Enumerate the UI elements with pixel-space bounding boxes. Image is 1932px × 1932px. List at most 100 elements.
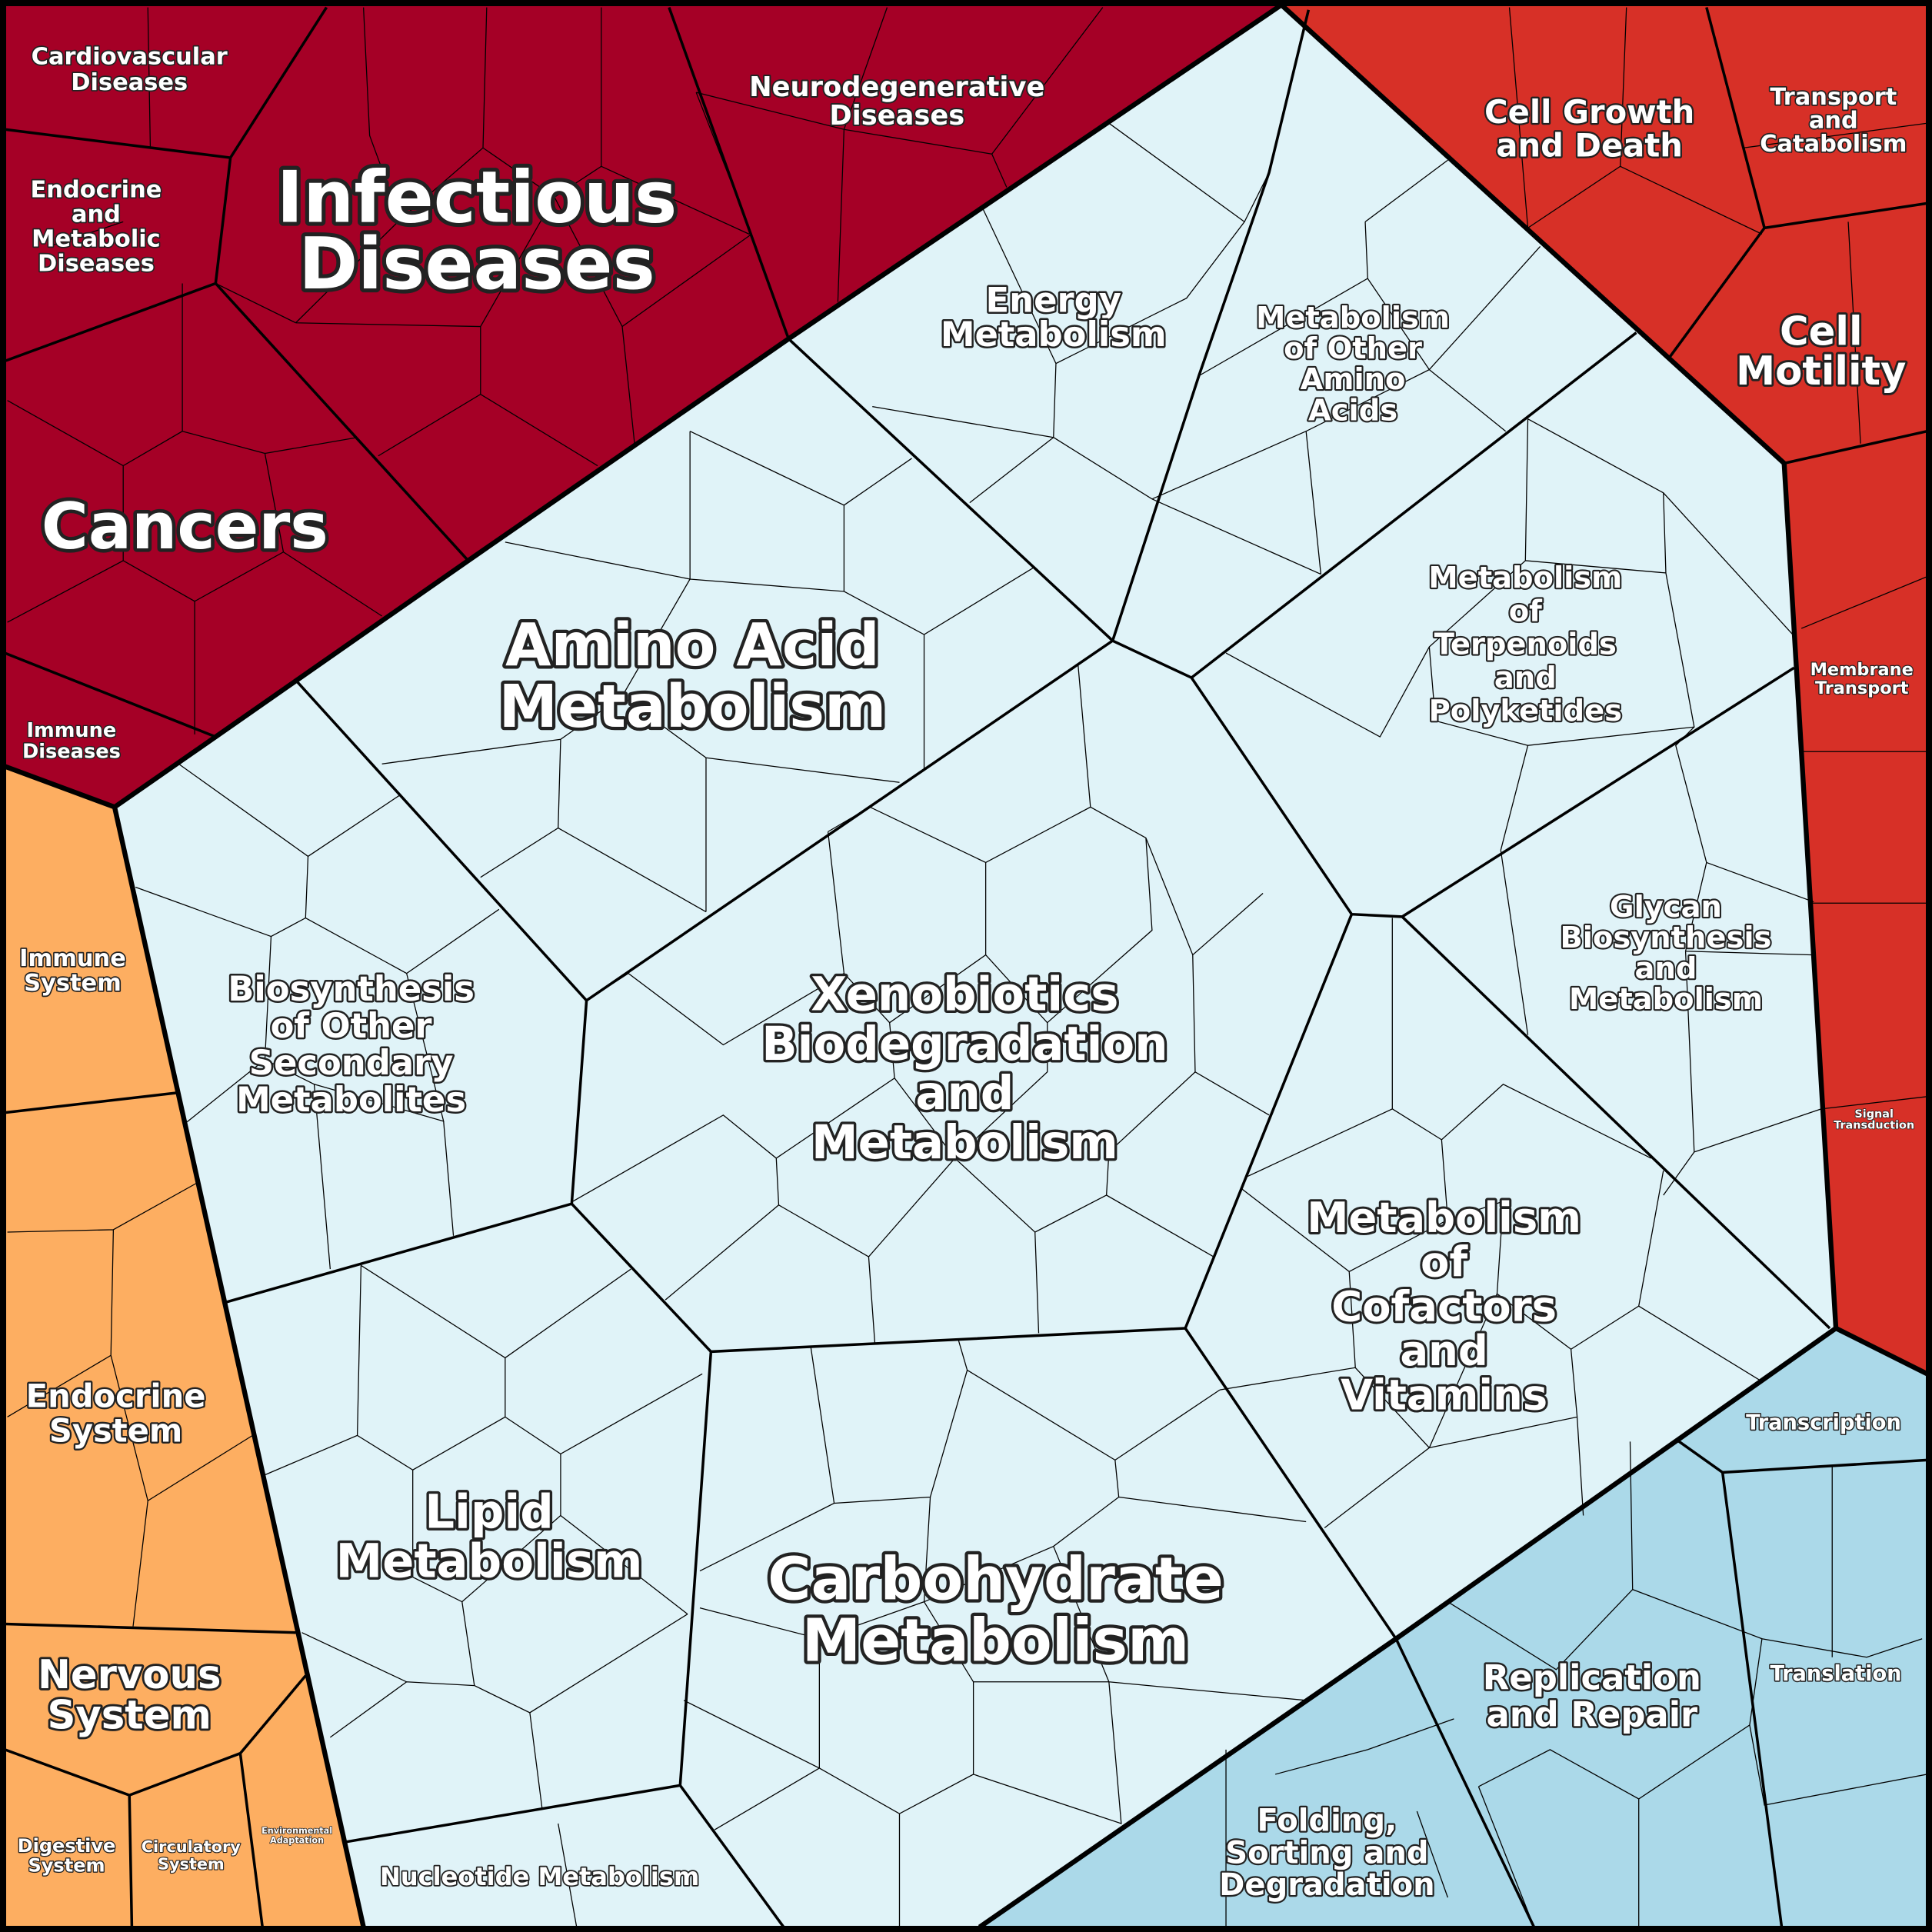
label-line: and bbox=[1494, 661, 1557, 695]
label-line: Sorting and bbox=[1225, 1835, 1428, 1870]
label-line: Degradation bbox=[1219, 1867, 1434, 1903]
label-membrane: Membrane Transport bbox=[1810, 660, 1914, 698]
label-line: Circulatory bbox=[142, 1837, 242, 1856]
region-borders bbox=[4, 6, 1927, 1928]
region-metabolism[interactable] bbox=[114, 5, 1837, 1927]
label-line: Metabolism bbox=[1428, 561, 1622, 595]
label-line: Transcription bbox=[1746, 1411, 1901, 1434]
label-line: Environmental bbox=[261, 1826, 332, 1836]
label-line: Biosynthesis bbox=[228, 968, 475, 1009]
label-line: Diseases bbox=[298, 222, 655, 305]
label-replication: Replication and Repair bbox=[1483, 1657, 1701, 1734]
label-line: Terpenoids bbox=[1434, 628, 1617, 662]
label-line: Xenobiotics bbox=[811, 968, 1118, 1022]
label-line: and bbox=[915, 1066, 1014, 1121]
label-transport: Transport and Catabolism bbox=[1760, 84, 1907, 158]
label-signal: Signal Transduction bbox=[1834, 1108, 1914, 1131]
label-immunedis: Immune Diseases bbox=[22, 719, 121, 763]
label-line: and bbox=[1400, 1326, 1488, 1375]
label-line: Replication bbox=[1483, 1657, 1701, 1697]
region-genetic-information-processing[interactable] bbox=[979, 1328, 1927, 1927]
label-nucleotide: Nucleotide Metabolism bbox=[380, 1862, 699, 1891]
label-line: Biosynthesis bbox=[1560, 921, 1771, 955]
region-organismal-systems[interactable] bbox=[5, 766, 364, 1927]
label-line: and bbox=[1809, 108, 1858, 135]
label-line: Acids bbox=[1308, 393, 1397, 428]
label-line: Transport bbox=[1815, 678, 1909, 698]
label-line: Carbohydrate bbox=[768, 1545, 1224, 1614]
label-nervous: Nervous System bbox=[38, 1652, 222, 1739]
label-cardio: Cardiovascular Diseases bbox=[32, 43, 228, 96]
label-line: System bbox=[24, 970, 122, 997]
label-line: Metabolites bbox=[236, 1079, 466, 1120]
label-terpenoids: Metabolism of Terpenoids and Polyketides bbox=[1428, 561, 1622, 728]
label-carbo: Carbohydrate Metabolism bbox=[768, 1545, 1224, 1675]
region-cellular-processes[interactable] bbox=[1281, 5, 1927, 1374]
label-line: Immune bbox=[19, 945, 126, 972]
label-line: System bbox=[28, 1855, 105, 1877]
label-line: Endocrine bbox=[31, 176, 162, 203]
label-line: Neurodegenerative bbox=[749, 72, 1044, 103]
label-digestive: Digestive System bbox=[18, 1835, 116, 1877]
label-line: Catabolism bbox=[1760, 131, 1907, 158]
region-human-diseases[interactable] bbox=[5, 5, 1282, 808]
label-cancers: Cancers bbox=[42, 489, 328, 564]
label-infectious: Infectious Diseases bbox=[277, 155, 678, 305]
label-line: System bbox=[49, 1411, 182, 1449]
label-line: Metabolism bbox=[802, 1607, 1190, 1676]
label-line: Energy bbox=[986, 279, 1121, 320]
label-line: Vitamins bbox=[1341, 1371, 1547, 1420]
label-line: Metabolic bbox=[32, 225, 161, 252]
label-biosynth: Biosynthesis of Other Secondary Metabolites bbox=[228, 968, 475, 1120]
label-line: Metabolism bbox=[499, 673, 887, 741]
label-line: of bbox=[1421, 1237, 1468, 1287]
label-line: Polyketides bbox=[1429, 694, 1622, 728]
label-line: Cancers bbox=[42, 489, 328, 564]
label-line: Infectious bbox=[277, 155, 678, 238]
label-line: Metabolism bbox=[811, 1115, 1118, 1170]
label-translation: Translation bbox=[1770, 1662, 1902, 1686]
label-line: Membrane bbox=[1810, 660, 1914, 680]
label-line: Endocrine bbox=[26, 1377, 206, 1415]
label-line: System bbox=[47, 1693, 211, 1739]
label-line: Amino Acid bbox=[505, 611, 880, 680]
label-line: Metabolism bbox=[1256, 301, 1450, 335]
label-line: Cell Growth bbox=[1484, 93, 1694, 131]
label-line: Glycan bbox=[1610, 890, 1722, 924]
label-line: Amino bbox=[1301, 362, 1406, 397]
label-cellgrowth: Cell Growth and Death bbox=[1484, 93, 1694, 164]
label-line: Adaptation bbox=[270, 1836, 324, 1846]
label-line: Cell bbox=[1780, 309, 1863, 355]
label-line: Diseases bbox=[38, 250, 155, 277]
label-line: Metabolism bbox=[1569, 982, 1763, 1017]
label-transcription: Transcription bbox=[1746, 1411, 1901, 1434]
label-line: Nucleotide Metabolism bbox=[380, 1862, 699, 1891]
label-circulatory: Circulatory System bbox=[142, 1837, 242, 1873]
label-line: Diseases bbox=[22, 740, 121, 763]
label-neuro: Neurodegenerative Diseases bbox=[749, 72, 1044, 132]
label-lipid: Lipid Metabolism bbox=[336, 1485, 643, 1589]
label-line: Signal bbox=[1854, 1108, 1894, 1121]
label-line: of Other bbox=[271, 1005, 432, 1046]
label-line: Nervous bbox=[38, 1652, 222, 1698]
label-motility: Cell Motility bbox=[1736, 309, 1906, 395]
label-line: Immune bbox=[27, 719, 117, 742]
label-line: Cardiovascular bbox=[32, 43, 228, 70]
label-xeno: Xenobiotics Biodegradation and Metabolism bbox=[761, 968, 1168, 1170]
label-line: Diseases bbox=[829, 100, 964, 132]
label-immunesys: Immune System bbox=[19, 945, 126, 997]
label-energy: Energy Metabolism bbox=[941, 279, 1167, 355]
label-line: Translation bbox=[1770, 1662, 1902, 1686]
label-glycan: Glycan Biosynthesis and Metabolism bbox=[1560, 890, 1771, 1017]
label-line: Transport bbox=[1770, 84, 1897, 111]
label-line: and bbox=[1635, 951, 1697, 986]
label-amino: Amino Acid Metabolism bbox=[499, 611, 887, 741]
label-folding: Folding, Sorting and Degradation bbox=[1219, 1804, 1434, 1903]
label-endometab: Endocrine and Metabolic Diseases bbox=[31, 176, 162, 277]
label-line: Secondary bbox=[249, 1042, 454, 1083]
label-line: Diseases bbox=[71, 69, 188, 96]
label-endosys: Endocrine System bbox=[26, 1377, 206, 1450]
label-line: Metabolism bbox=[1307, 1193, 1581, 1242]
label-line: Motility bbox=[1736, 348, 1906, 395]
